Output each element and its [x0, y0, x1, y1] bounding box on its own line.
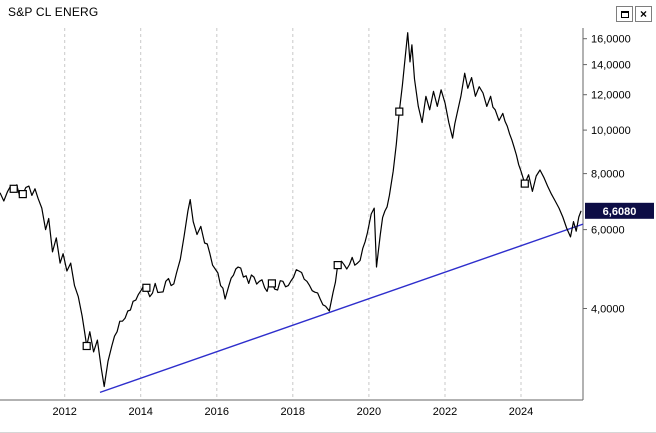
series-marker — [9, 184, 18, 193]
restore-button[interactable] — [616, 6, 633, 22]
trendline[interactable] — [99, 223, 584, 394]
series-marker — [82, 341, 91, 351]
close-icon: × — [639, 7, 647, 21]
series-marker — [267, 279, 276, 288]
series-marker — [18, 190, 27, 199]
x-tick-label: 2018 — [281, 406, 305, 418]
x-tick-label: 2022 — [433, 406, 457, 418]
y-tick-label: 8,0000 — [591, 169, 625, 181]
x-tick-label: 2016 — [205, 406, 229, 418]
y-tick-label: 4,0000 — [591, 304, 625, 316]
restore-icon — [620, 10, 629, 18]
chart-title: S&P CL ENERG — [8, 5, 99, 19]
y-tick-label: 6,0000 — [591, 225, 625, 237]
series-marker — [142, 283, 151, 292]
last-price-badge — [585, 202, 654, 219]
series-marker — [395, 107, 404, 116]
close-button[interactable]: × — [635, 6, 652, 22]
x-tick-label: 2024 — [509, 406, 533, 418]
x-tick-label: 2020 — [357, 406, 381, 418]
series-marker — [520, 179, 529, 188]
x-tick-label: 2014 — [128, 406, 152, 418]
window-controls: × — [616, 6, 652, 22]
x-tick-label: 2012 — [52, 406, 76, 418]
y-tick-label: 14,0000 — [591, 60, 631, 72]
y-tick-label: 12,0000 — [591, 90, 631, 102]
y-tick-label: 16,0000 — [591, 34, 631, 46]
last-price-label: 6,6080 — [603, 206, 637, 218]
y-tick-label: 10,0000 — [591, 125, 631, 137]
price-series — [0, 32, 582, 388]
series-marker — [333, 261, 342, 270]
